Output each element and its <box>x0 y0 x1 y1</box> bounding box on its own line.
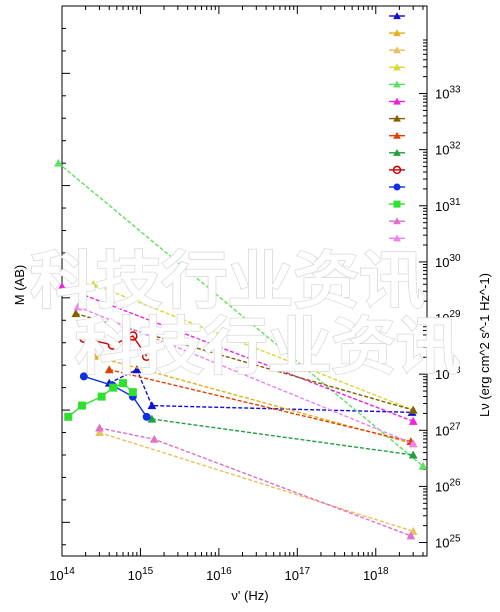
y-right-tick-label: 1025 <box>435 534 461 551</box>
x-axis-title: ν' (Hz) <box>231 588 268 603</box>
data-point <box>393 234 401 242</box>
data-point <box>408 405 418 414</box>
data-point <box>95 423 104 432</box>
series-line <box>99 431 414 532</box>
data-point <box>393 97 401 105</box>
series-line <box>77 306 414 445</box>
series-13 <box>73 302 418 448</box>
data-point <box>393 63 401 71</box>
series-8 <box>147 414 418 459</box>
data-point <box>54 158 63 167</box>
series-2 <box>95 428 418 535</box>
data-point <box>88 279 98 288</box>
x-tick-label: 1018 <box>363 566 389 583</box>
series-9 <box>79 331 152 361</box>
data-point <box>393 200 401 208</box>
x-axis-ticks: 1014 1015 1016 1017 1018 <box>49 6 424 583</box>
data-point <box>132 365 142 374</box>
data-point <box>128 331 138 341</box>
series-line <box>109 368 411 443</box>
y-right-axis-ticks: 1025 1026 1027 1028 1029 1030 1031 1032 1033 <box>419 39 461 551</box>
y-right-tick-label: 1032 <box>435 141 461 158</box>
plot-border <box>61 5 428 557</box>
data-point <box>393 114 401 122</box>
overlay-text-line1: 科技行业资讯 <box>30 244 425 317</box>
data-point <box>147 414 157 423</box>
legend <box>389 12 405 242</box>
data-point <box>73 302 83 311</box>
data-point <box>393 80 401 88</box>
data-point <box>128 388 137 397</box>
y-right-tick-label: 1028 <box>435 365 461 382</box>
series-line <box>94 355 414 445</box>
series-line <box>83 335 148 357</box>
data-point <box>418 461 428 470</box>
series-line <box>61 285 414 422</box>
data-point <box>109 383 118 392</box>
data-point <box>393 131 401 139</box>
y-left-axis-title: M (AB) <box>12 265 27 305</box>
series-line <box>151 418 414 456</box>
data-point <box>79 333 89 343</box>
data-point <box>119 379 128 388</box>
x-tick-label: 1015 <box>128 566 154 583</box>
series-line <box>57 162 424 467</box>
x-tick-label: 1014 <box>49 566 75 583</box>
series-4 <box>54 158 428 470</box>
x-tick-label: 1017 <box>285 566 311 583</box>
data-point <box>64 412 73 421</box>
series-line <box>75 312 414 411</box>
y-left-axis-ticks <box>62 5 70 546</box>
series-5 <box>57 282 418 425</box>
data-point <box>393 46 401 54</box>
y-right-tick-label: 1033 <box>435 85 461 102</box>
data-point <box>149 434 159 443</box>
series-line <box>108 368 413 414</box>
data-point <box>392 165 402 175</box>
data-point <box>107 340 118 350</box>
data-point <box>408 439 418 448</box>
y-right-tick-label: 1026 <box>435 477 461 494</box>
data-point <box>393 217 401 225</box>
data-point <box>95 428 104 437</box>
series-line <box>92 283 414 411</box>
y-right-tick-label: 1031 <box>435 197 461 214</box>
plot-frame <box>61 5 428 557</box>
y-right-tick-label: 1027 <box>435 421 461 438</box>
y-right-axis-title: Lν (erg cm^2 s^-1 Hz^-1) <box>477 273 492 417</box>
data-point <box>78 401 87 410</box>
data-point <box>393 29 401 37</box>
data-point <box>141 351 152 361</box>
data-point <box>97 392 106 401</box>
series-12 <box>95 423 416 540</box>
data-point <box>71 309 81 318</box>
data-point <box>90 351 99 360</box>
data-point <box>408 450 418 459</box>
data-point <box>393 148 401 156</box>
data-point <box>57 282 67 291</box>
data-point <box>147 401 157 410</box>
data-point <box>142 412 151 421</box>
series-line <box>83 375 148 418</box>
data-point <box>408 416 418 425</box>
data-point <box>393 12 401 20</box>
data-point <box>393 183 401 191</box>
series-6 <box>71 309 418 414</box>
overlay-text-line2: 科技行业资讯 <box>75 310 460 383</box>
data-point <box>104 365 114 374</box>
y-right-tick-label: 1030 <box>435 253 461 270</box>
data-point <box>406 531 416 540</box>
data-point <box>79 372 88 381</box>
series-layer <box>54 158 428 540</box>
series-11 <box>64 379 137 421</box>
x-tick-label: 1016 <box>206 566 232 583</box>
y-right-tick-label: 1029 <box>435 309 461 326</box>
